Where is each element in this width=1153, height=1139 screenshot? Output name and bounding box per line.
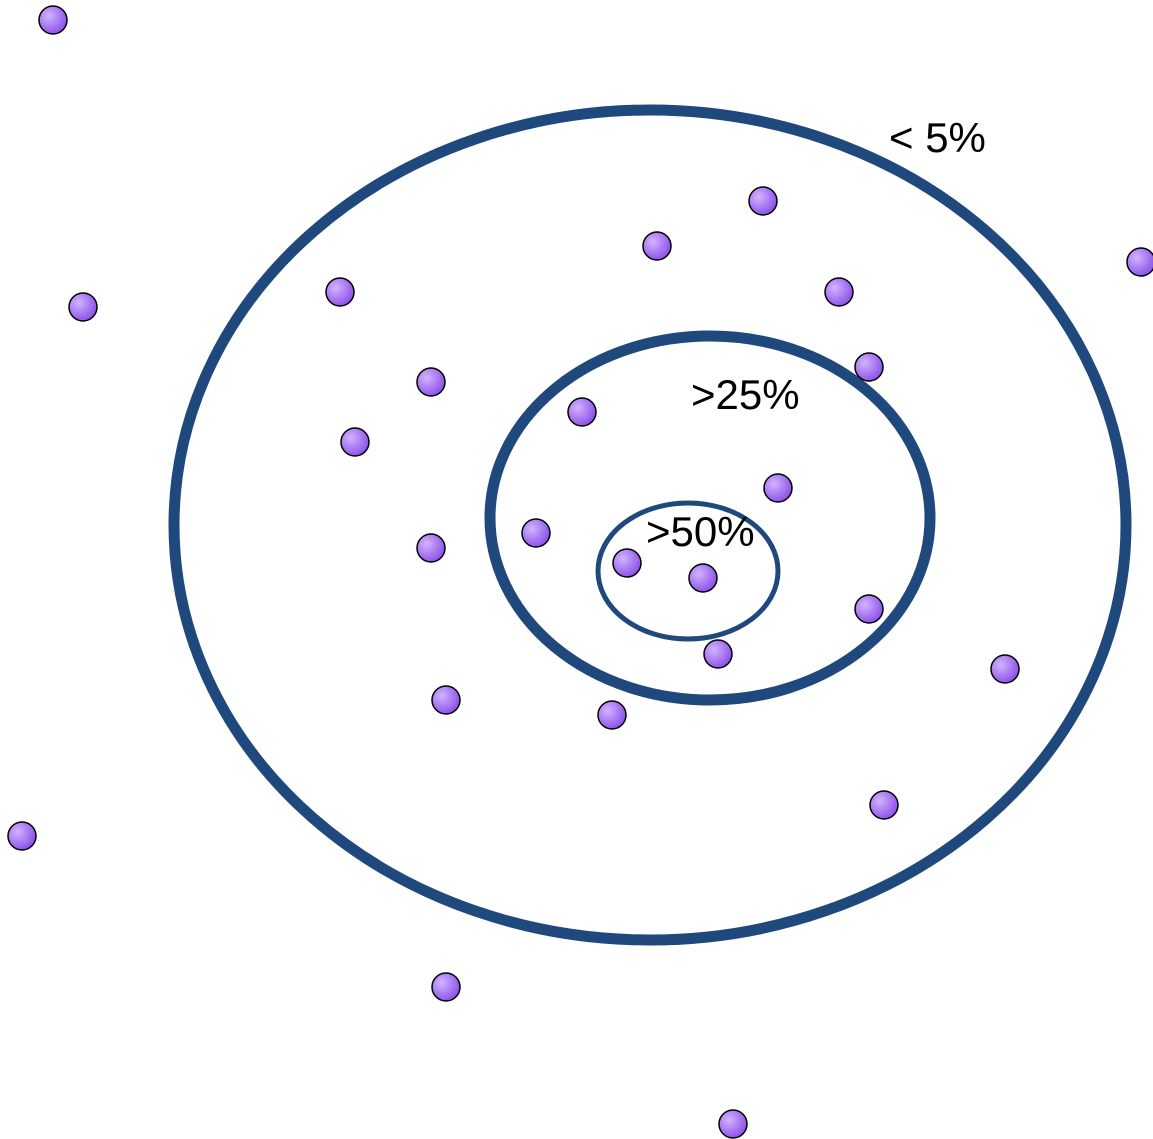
data-point-15 (824, 277, 854, 307)
data-point-10 (416, 533, 446, 563)
data-point-16 (854, 352, 884, 382)
data-point-11 (431, 685, 461, 715)
data-point-23 (703, 639, 733, 669)
outer-ring (168, 104, 1132, 946)
data-point-22 (854, 594, 884, 624)
data-point-13 (642, 231, 672, 261)
data-point-12 (597, 700, 627, 730)
data-point-17 (990, 654, 1020, 684)
data-point-7 (325, 277, 355, 307)
data-point-9 (340, 427, 370, 457)
data-point-24 (612, 548, 642, 578)
data-point-6 (1126, 247, 1153, 277)
data-point-8 (416, 367, 446, 397)
inner-ring-label: >50% (646, 508, 755, 555)
data-point-18 (869, 790, 899, 820)
data-point-25 (688, 563, 718, 593)
data-point-2 (68, 292, 98, 322)
data-point-1 (38, 5, 68, 35)
middle-ring-label: >25% (691, 371, 800, 418)
middle-ring (484, 330, 936, 706)
outer-ring-label: < 5% (889, 114, 986, 161)
data-point-5 (718, 1109, 748, 1139)
data-point-19 (567, 397, 597, 427)
data-point-4 (431, 972, 461, 1002)
data-point-20 (521, 518, 551, 548)
data-point-3 (7, 821, 37, 851)
data-point-21 (763, 473, 793, 503)
data-point-14 (748, 186, 778, 216)
data-points (7, 5, 1153, 1139)
inner-ring (595, 500, 781, 642)
